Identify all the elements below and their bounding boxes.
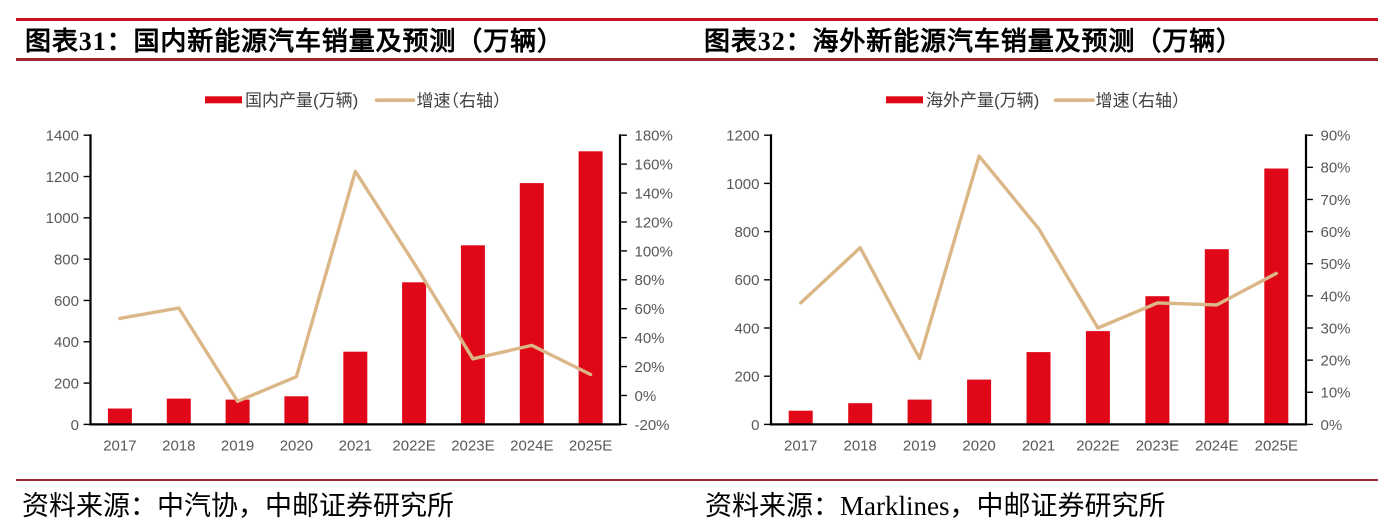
right-axis-label: 160% <box>635 157 673 174</box>
bar-2018 <box>166 398 191 426</box>
axes <box>89 134 622 426</box>
left-axis-label: 800 <box>54 252 79 269</box>
bar-2025E <box>578 151 603 426</box>
figure31-source: 资料来源：中汽协，中邮证券研究所 <box>22 491 454 521</box>
bar-2017 <box>107 408 132 426</box>
legend: 国内产量(万辆) 增速（右轴） <box>205 91 502 110</box>
legend-bar-label: 海外产量(万辆) <box>926 91 1039 110</box>
figure31-title: 图表31：国内新能源汽车销量及预测（万辆） <box>25 27 564 56</box>
right-axis-label: 80% <box>1321 160 1351 177</box>
growth-line <box>799 154 1279 361</box>
category-label: 2018 <box>844 438 877 455</box>
bar-2017 <box>788 410 813 426</box>
header-bottom-rule <box>16 58 1378 61</box>
left-axis-label: 0 <box>751 417 759 434</box>
bar-2025E <box>1264 168 1289 426</box>
category-label: 2020 <box>280 438 313 455</box>
right-axis-label: 100% <box>635 243 673 260</box>
legend-bar-label: 国内产量(万辆) <box>245 91 358 110</box>
category-label: 2022E <box>1076 438 1119 455</box>
category-label: 2019 <box>903 438 936 455</box>
legend-bar-swatch <box>886 96 923 104</box>
right-axis-label: 0% <box>635 388 657 405</box>
right-axis-label: 40% <box>1321 288 1351 305</box>
right-axis-label: 10% <box>1321 385 1351 402</box>
bar-2019 <box>225 399 250 426</box>
figure32-title: 图表32：海外新能源汽车销量及预测（万辆） <box>704 27 1243 56</box>
chart-domestic: 0 200 400 600 800 1000 1200 1400 -20% 0% 20% 40% 60%… <box>46 91 673 455</box>
category-label: 2019 <box>221 438 254 455</box>
left-axis-label: 1000 <box>46 210 79 227</box>
category-label: 2021 <box>339 438 372 455</box>
figure32-source: 资料来源：Marklines，中邮证券研究所 <box>705 491 1166 521</box>
bar-2024E <box>1204 249 1229 426</box>
right-axis-label: 180% <box>635 128 673 145</box>
growth-line <box>118 169 593 403</box>
category-label: 2020 <box>962 438 995 455</box>
legend-line-label: 增速（右轴） <box>1096 91 1181 110</box>
bar-2021 <box>343 351 368 426</box>
category-label: 2023E <box>451 438 494 455</box>
category-label: 2017 <box>784 438 817 455</box>
right-axis-label: 60% <box>1321 224 1351 241</box>
bar-2023E <box>460 245 485 426</box>
footer-rule <box>16 479 1378 482</box>
left-axis-label: 1400 <box>46 128 79 145</box>
right-axis-label: 20% <box>1321 353 1351 370</box>
category-label: 2017 <box>103 438 136 455</box>
category-label: 2024E <box>1195 438 1238 455</box>
bar-2022E <box>1085 331 1110 426</box>
bar-2018 <box>848 403 873 426</box>
left-axis-label: 1200 <box>46 169 79 186</box>
bar-2019 <box>907 399 932 426</box>
bar-2021 <box>1026 352 1051 426</box>
right-axis-label: 0% <box>1321 417 1343 434</box>
left-axis-label: 0 <box>71 417 79 434</box>
category-label: 2023E <box>1136 438 1179 455</box>
right-axis-label: 60% <box>635 301 665 318</box>
bar-2020 <box>967 379 992 426</box>
left-axis-label: 600 <box>734 272 759 289</box>
left-axis-label: 400 <box>54 334 79 351</box>
legend-bar-swatch <box>205 96 242 104</box>
right-axis-label: 70% <box>1321 192 1351 209</box>
axes <box>769 134 1308 426</box>
right-axis-label: 40% <box>635 330 665 347</box>
legend: 海外产量(万辆) 增速（右轴） <box>886 91 1181 110</box>
legend-line-label: 增速（右轴） <box>417 91 502 110</box>
category-label: 2024E <box>510 438 553 455</box>
right-axis-label: 120% <box>635 214 673 231</box>
right-axis-label: -20% <box>635 417 670 434</box>
right-axis-label: 20% <box>635 359 665 376</box>
chart-overseas: 0 200 400 600 800 1000 1200 0% 10% 20% 30% 40% 50% 60… <box>726 91 1350 455</box>
left-axis-label: 200 <box>54 375 79 392</box>
left-axis-label: 200 <box>734 369 759 386</box>
header-top-rule <box>16 17 1378 22</box>
bar-2023E <box>1145 296 1170 426</box>
right-axis-label: 140% <box>635 185 673 202</box>
right-axis-label: 80% <box>635 272 665 289</box>
category-label: 2021 <box>1022 438 1055 455</box>
right-axis-label: 50% <box>1321 256 1351 273</box>
category-label: 2022E <box>392 438 435 455</box>
left-axis-label: 800 <box>734 224 759 241</box>
left-axis-label: 400 <box>734 320 759 337</box>
left-axis-label: 1000 <box>726 176 759 193</box>
left-axis-label: 1200 <box>726 128 759 145</box>
bar-2020 <box>284 396 309 426</box>
bar-2024E <box>519 183 544 426</box>
bar-2022E <box>402 282 427 426</box>
category-label: 2025E <box>1255 438 1298 455</box>
left-axis-label: 600 <box>54 293 79 310</box>
category-label: 2025E <box>569 438 612 455</box>
right-axis-label: 30% <box>1321 320 1351 337</box>
right-axis-label: 90% <box>1321 128 1351 145</box>
category-label: 2018 <box>162 438 195 455</box>
